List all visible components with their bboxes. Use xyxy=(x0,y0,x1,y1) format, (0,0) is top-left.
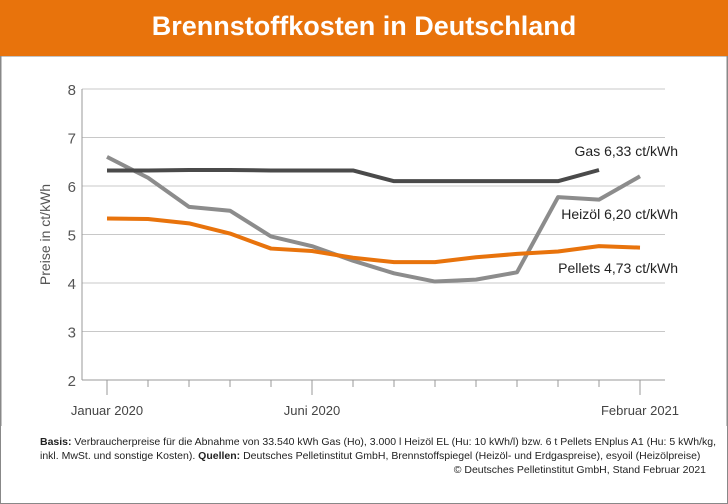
sources-label: Quellen: xyxy=(198,450,241,462)
series-label: Heizöl 6,20 ct/kWh xyxy=(561,206,678,222)
plot-panel xyxy=(0,56,728,426)
y-tick-label: 3 xyxy=(68,325,76,342)
sources-text: Deutsches Pelletinstitut GmbH, Brennstof… xyxy=(240,450,701,462)
y-tick-label: 6 xyxy=(68,179,76,196)
x-tick-label: Juni 2020 xyxy=(284,403,340,418)
y-tick-label: 2 xyxy=(68,373,76,390)
line-chart: 2 3 4 5 6 7 8 Januar 2020 Juni 2020 Februar 2021 P… xyxy=(0,56,728,426)
series-label: Gas 6,33 ct/kWh xyxy=(575,143,678,159)
series-line-gas xyxy=(107,167,600,184)
y-tick-label: 7 xyxy=(68,131,76,148)
y-axis-label: Preise in ct/kWh xyxy=(37,184,53,285)
basis-text: Verbraucherpreise für die Abnahme von 33… xyxy=(40,436,717,462)
series-label: Pellets 4,73 ct/kWh xyxy=(558,260,678,276)
series-line-heizöl xyxy=(106,155,641,284)
y-tick-label: 8 xyxy=(68,82,76,99)
footnote: Basis: Verbraucherpreise für die Abnahme… xyxy=(40,435,720,463)
y-tick-label: 4 xyxy=(68,276,76,293)
y-tick-label: 5 xyxy=(68,228,76,245)
x-tick-label: Januar 2020 xyxy=(71,403,143,418)
copyright: © Deutsches Pelletinstitut GmbH, Stand F… xyxy=(453,464,706,476)
chart-title: Brennstoffkosten in Deutschland xyxy=(0,0,728,56)
series-line-pellets xyxy=(106,216,641,265)
basis-label: Basis: xyxy=(40,436,72,448)
x-tick-label: Februar 2021 xyxy=(601,403,679,418)
